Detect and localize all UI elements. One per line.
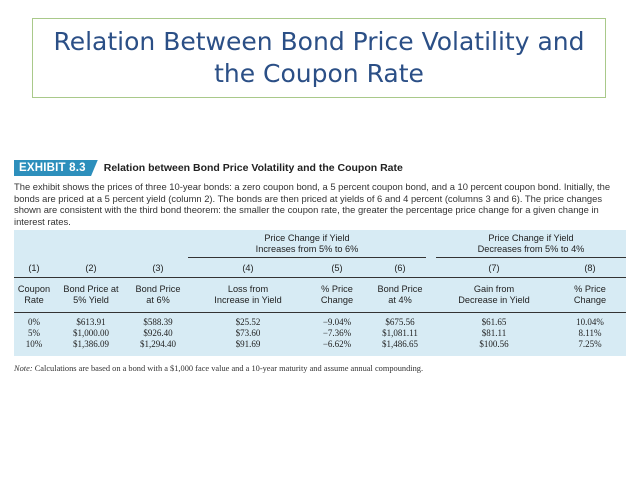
group-increase-line-2: Increases from 5% to 6% xyxy=(255,244,359,254)
table-row: 5% $1,000.00 $926.40 $73.60 −7.36% $1,08… xyxy=(14,328,626,339)
exhibit-description: The exhibit shows the prices of three 10… xyxy=(14,181,611,227)
col-number: (6) xyxy=(394,262,406,273)
group-increase: Price Change if Yield Increases from 5% … xyxy=(188,233,426,258)
cell: $61.65 xyxy=(481,317,507,327)
exhibit-figure: EXHIBIT 8.3 Relation between Bond Price … xyxy=(14,158,626,373)
cell: $25.52 xyxy=(235,317,261,327)
cell: 5% xyxy=(28,328,40,338)
exhibit-badge: EXHIBIT 8.3 xyxy=(14,160,98,176)
col-header-price-5: Bond Price at 5% Yield xyxy=(63,284,119,305)
col-number: (8) xyxy=(584,262,596,273)
cell: $675.56 xyxy=(385,317,415,327)
col-header-price-6: Bond Price at 6% xyxy=(135,284,181,305)
cell: $926.40 xyxy=(143,328,173,338)
group-decrease: Price Change if Yield Decreases from 5% … xyxy=(436,233,626,258)
cell: −9.04% xyxy=(322,317,352,327)
cell: −7.36% xyxy=(322,328,352,338)
slide-title-line-2: the Coupon Rate xyxy=(214,59,424,88)
cell: $1,294.40 xyxy=(140,339,176,349)
exhibit-header: EXHIBIT 8.3 Relation between Bond Price … xyxy=(14,158,626,178)
col-header-loss: Loss from Increase in Yield xyxy=(214,284,282,305)
bond-table: Price Change if Yield Increases from 5% … xyxy=(14,230,626,356)
col-number: (3) xyxy=(152,262,164,273)
cell: $588.39 xyxy=(143,317,173,327)
note-label: Note: xyxy=(14,364,33,373)
column-number-row: (1) (2) (3) (4) (5) (6) (7) (8) xyxy=(14,258,626,278)
group-decrease-line-1: Price Change if Yield xyxy=(488,233,574,243)
cell: 8.11% xyxy=(578,328,602,338)
cell: $1,486.65 xyxy=(382,339,418,349)
cell: $1,081.11 xyxy=(382,328,418,338)
col-number: (5) xyxy=(331,262,343,273)
cell: 0% xyxy=(28,317,40,327)
col-number: (2) xyxy=(85,262,97,273)
slide-title-box: Relation Between Bond Price Volatility a… xyxy=(32,18,606,98)
group-header-row: Price Change if Yield Increases from 5% … xyxy=(14,230,626,258)
col-number: (7) xyxy=(488,262,500,273)
col-number: (1) xyxy=(28,262,40,273)
cell: $1,000.00 xyxy=(73,328,109,338)
exhibit-title: Relation between Bond Price Volatility a… xyxy=(103,162,403,174)
col-number: (4) xyxy=(242,262,254,273)
col-header-pct-down: % Price Change xyxy=(320,284,354,305)
col-header-pct-up: % Price Change xyxy=(573,284,607,305)
cell: $81.11 xyxy=(481,328,507,338)
table-body: 0% $613.91 $588.39 $25.52 −9.04% $675.56… xyxy=(14,313,626,356)
table-row: 0% $613.91 $588.39 $25.52 −9.04% $675.56… xyxy=(14,317,626,328)
cell: $100.56 xyxy=(479,339,509,349)
cell: 10.04% xyxy=(576,317,604,327)
cell: $91.69 xyxy=(235,339,261,349)
exhibit-note: Note: Calculations are based on a bond w… xyxy=(14,364,626,373)
slide-title-line-1: Relation Between Bond Price Volatility a… xyxy=(53,27,585,56)
col-header-coupon-rate: Coupon Rate xyxy=(17,284,51,305)
cell: −6.62% xyxy=(322,339,352,349)
cell: 10% xyxy=(25,339,43,349)
col-header-gain: Gain from Decrease in Yield xyxy=(458,284,530,305)
col-header-price-4: Bond Price at 4% xyxy=(377,284,423,305)
group-decrease-line-2: Decreases from 5% to 4% xyxy=(477,244,585,254)
group-increase-line-1: Price Change if Yield xyxy=(264,233,350,243)
note-text: Calculations are based on a bond with a … xyxy=(34,364,424,373)
cell: $1,386.09 xyxy=(73,339,109,349)
cell: 7.25% xyxy=(578,339,602,349)
cell: $73.60 xyxy=(235,328,261,338)
table-row: 10% $1,386.09 $1,294.40 $91.69 −6.62% $1… xyxy=(14,339,626,350)
cell: $613.91 xyxy=(76,317,106,327)
column-header-row: Coupon Rate Bond Price at 5% Yield Bond Pr… xyxy=(14,278,626,313)
